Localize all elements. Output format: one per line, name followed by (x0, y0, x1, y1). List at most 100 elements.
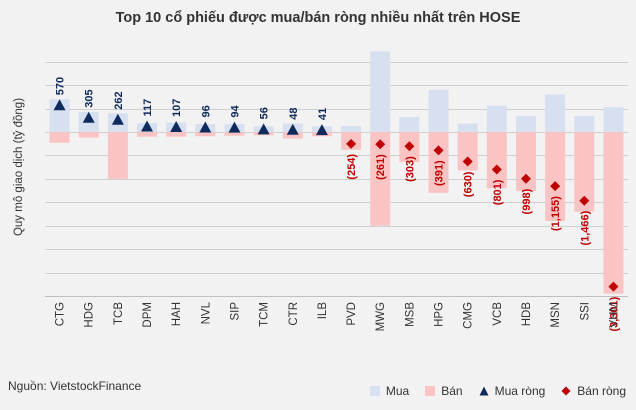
marker-net-buy (286, 123, 299, 135)
bar-sell (515, 132, 536, 192)
marker-net-buy (257, 123, 270, 135)
x-tick-label: PVD (346, 302, 358, 326)
legend: Mua Bán Mua ròng Bán ròng (369, 384, 626, 398)
data-label-net-sell: (303) (404, 156, 416, 182)
data-label-net-buy: 41 (317, 108, 329, 120)
bar-buy (545, 94, 566, 132)
bar-buy (574, 116, 595, 132)
x-tick-label: MSB (404, 302, 416, 327)
bar-buy (341, 125, 362, 132)
marker-net-sell (462, 156, 473, 167)
legend-label-net-sell: Bán ròng (577, 384, 626, 398)
bar-buy (428, 89, 449, 132)
bar-sell (224, 132, 245, 136)
x-tick-label: CTG (55, 302, 67, 326)
legend-label-buy: Mua (385, 384, 410, 398)
bar-buy (486, 105, 507, 132)
data-label-net-sell: (3,301) (608, 296, 620, 331)
data-label-net-buy: 56 (259, 107, 271, 119)
data-label-net-buy: 48 (288, 108, 300, 120)
chart-title: Top 10 cổ phiếu được mua/bán ròng nhiều … (115, 10, 521, 26)
legend-swatch-sell (425, 386, 436, 396)
marker-net-sell (491, 164, 502, 175)
marker-net-buy (228, 121, 241, 133)
marker-net-buy (199, 121, 212, 133)
diamond-icon (561, 386, 571, 396)
marker-net-sell (520, 173, 531, 184)
x-tick-label: HDG (84, 302, 96, 328)
x-tick-label: HAH (171, 302, 183, 326)
data-label-net-buy: 94 (229, 104, 241, 117)
x-tick-label: VCB (492, 302, 504, 326)
legend-item-buy: Mua (369, 384, 410, 398)
marker-net-sell (433, 145, 444, 156)
marker-net-buy (111, 113, 124, 125)
legend-label-net-buy: Mua ròng (494, 384, 546, 398)
bar-sell (574, 132, 595, 212)
marker-net-sell (346, 138, 357, 149)
data-label-net-sell: (1,155) (550, 196, 562, 231)
legend-label-sell: Bán (441, 384, 463, 398)
bar-sell (428, 132, 449, 193)
bar-sell (107, 132, 128, 179)
legend-item-net-buy: Mua ròng (479, 384, 546, 398)
data-label-net-sell: (1,466) (579, 210, 591, 245)
marker-net-buy (53, 99, 66, 111)
x-tick-label: ILB (317, 302, 329, 320)
bar-sell (137, 132, 158, 137)
x-tick-label: TCB (113, 302, 125, 325)
x-tick-label: VHM (608, 302, 620, 328)
x-tick-label: CTR (288, 302, 300, 326)
marker-net-buy (315, 124, 328, 136)
x-tick-label: SIP (229, 302, 241, 321)
bar-sell (49, 132, 70, 143)
bar-buy (370, 51, 391, 132)
data-label-net-buy: 96 (200, 105, 212, 117)
bar-buy (457, 123, 478, 132)
bar-buy (515, 116, 536, 132)
data-label-net-buy: 107 (171, 99, 183, 117)
data-label-net-sell: (261) (375, 154, 387, 180)
x-tick-label: MWG (375, 302, 387, 331)
x-tick-label: DPM (142, 302, 154, 328)
data-label-net-sell: (630) (463, 171, 475, 197)
bar-sell (166, 132, 187, 137)
bar-buy (399, 117, 420, 132)
bar-sell (545, 132, 566, 222)
data-label-net-sell: (391) (434, 160, 446, 186)
x-tick-label: SSI (579, 302, 591, 321)
marker-net-sell (579, 195, 590, 206)
data-label-net-sell: (254) (346, 154, 358, 180)
x-tick-label: TCM (259, 302, 271, 327)
triangle-icon (479, 386, 489, 396)
bar-sell (282, 132, 303, 139)
bar-sell (603, 132, 624, 294)
marker-net-buy (141, 120, 154, 132)
x-tick-label: NVL (200, 301, 212, 324)
bar-buy (603, 107, 624, 132)
marker-net-buy (82, 111, 95, 123)
bar-buy (49, 99, 70, 132)
marker-net-sell (404, 141, 415, 152)
x-tick-label: MSN (550, 302, 562, 328)
data-label-net-buy: 570 (55, 77, 67, 95)
marker-net-buy (170, 120, 183, 132)
x-tick-label: HDB (521, 302, 533, 327)
data-label-net-buy: 117 (142, 99, 154, 117)
marker-net-sell (550, 181, 561, 192)
bar-sell (486, 132, 507, 189)
marker-net-sell (608, 281, 619, 292)
bar-sell (195, 132, 216, 137)
data-label-net-sell: (998) (521, 188, 533, 214)
x-tick-label: CMG (463, 302, 475, 329)
bar-sell (457, 132, 478, 171)
data-label-net-buy: 262 (113, 91, 125, 109)
bar-sell (370, 132, 391, 226)
bar-sell (78, 132, 99, 138)
source-note: Nguồn: VietstockFinance (8, 379, 142, 393)
legend-swatch-buy (369, 386, 380, 396)
legend-item-sell: Bán (425, 384, 463, 398)
x-tick-label: HPG (434, 302, 446, 327)
marker-net-sell (375, 139, 386, 150)
